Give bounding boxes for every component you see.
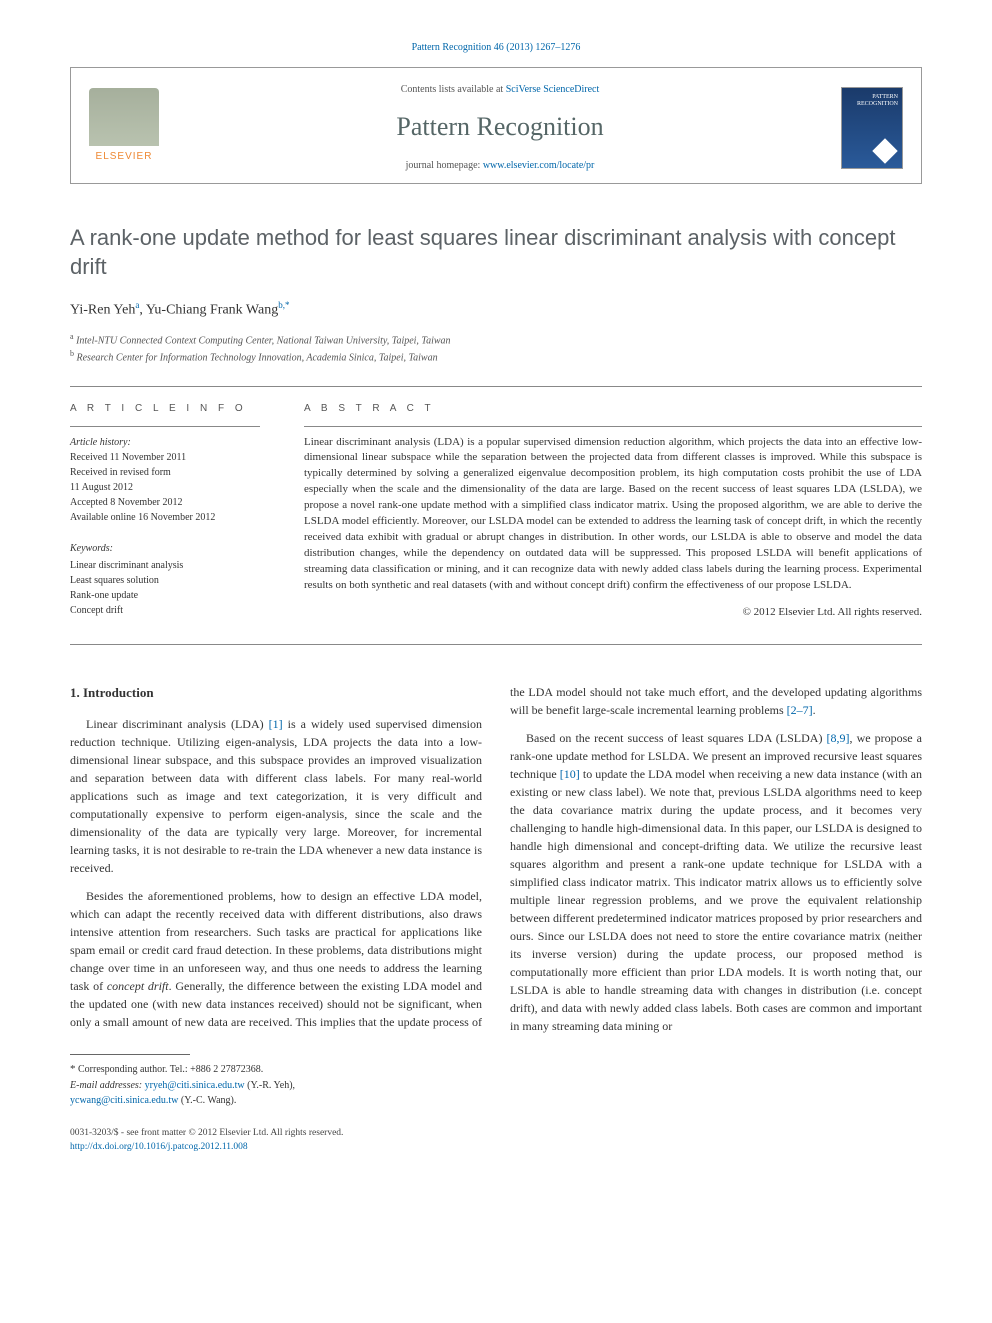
abstract-column: A B S T R A C T Linear discriminant anal… xyxy=(304,401,922,621)
elsevier-tree-icon xyxy=(89,88,159,146)
footnote-divider xyxy=(70,1054,190,1055)
body-paragraph-4: Based on the recent success of least squ… xyxy=(510,729,922,1035)
email-1-link[interactable]: yryeh@citi.sinica.edu.tw xyxy=(145,1080,245,1091)
received-date: Received 11 November 2011 xyxy=(70,450,260,465)
journal-center-block: Contents lists available at SciVerse Sci… xyxy=(159,82,841,173)
doi-link[interactable]: http://dx.doi.org/10.1016/j.patcog.2012.… xyxy=(70,1142,248,1152)
section-1-heading: 1. Introduction xyxy=(70,683,482,703)
online-date: Available online 16 November 2012 xyxy=(70,510,260,525)
affiliation-a: a Intel-NTU Connected Context Computing … xyxy=(70,331,922,348)
footnotes-block: * Corresponding author. Tel.: +886 2 278… xyxy=(70,1061,922,1108)
abstract-label: A B S T R A C T xyxy=(304,401,922,416)
doi-prefix: http://dx.doi.org/ xyxy=(70,1142,134,1152)
author-1-affil-link[interactable]: a xyxy=(135,300,139,310)
contents-prefix: Contents lists available at xyxy=(401,84,506,95)
homepage-link[interactable]: www.elsevier.com/locate/pr xyxy=(483,160,595,171)
accepted-date: Accepted 8 November 2012 xyxy=(70,495,260,510)
ref-2-7[interactable]: [2–7] xyxy=(787,703,813,717)
email-2-line: ycwang@citi.sinica.edu.tw (Y.-C. Wang). xyxy=(70,1093,922,1108)
body-columns: 1. Introduction Linear discriminant anal… xyxy=(70,683,922,1038)
article-history: Article history: Received 11 November 20… xyxy=(70,435,260,525)
divider-mid xyxy=(70,644,922,645)
article-info-column: A R T I C L E I N F O Article history: R… xyxy=(70,401,260,621)
divider-top xyxy=(70,386,922,387)
body-paragraph-1: Linear discriminant analysis (LDA) [1] i… xyxy=(70,715,482,877)
abstract-divider xyxy=(304,426,922,427)
homepage-line: journal homepage: www.elsevier.com/locat… xyxy=(159,158,841,173)
ref-10[interactable]: [10] xyxy=(560,767,580,781)
homepage-prefix: journal homepage: xyxy=(406,160,483,171)
email-2-link[interactable]: ycwang@citi.sinica.edu.tw xyxy=(70,1095,178,1106)
keyword-3: Rank-one update xyxy=(70,588,260,603)
page-footer: 0031-3203/$ - see front matter © 2012 El… xyxy=(70,1126,922,1155)
author-list: Yi-Ren Yeha, Yu-Chiang Frank Wangb,* xyxy=(70,299,922,321)
sciencedirect-link[interactable]: SciVerse ScienceDirect xyxy=(506,84,600,95)
email-2-who: (Y.-C. Wang). xyxy=(181,1095,237,1106)
author-1: Yi-Ren Yeh xyxy=(70,303,135,318)
author-2-affil-link[interactable]: b, xyxy=(278,300,285,310)
revised-date: 11 August 2012 xyxy=(70,480,260,495)
contents-available-line: Contents lists available at SciVerse Sci… xyxy=(159,82,841,97)
affiliation-block: a Intel-NTU Connected Context Computing … xyxy=(70,331,922,366)
author-2: Yu-Chiang Frank Wang xyxy=(146,303,278,318)
article-info-label: A R T I C L E I N F O xyxy=(70,401,260,416)
info-abstract-row: A R T I C L E I N F O Article history: R… xyxy=(70,401,922,621)
journal-title: Pattern Recognition xyxy=(159,107,841,146)
cover-diamond-icon xyxy=(872,138,897,163)
issn-line: 0031-3203/$ - see front matter © 2012 El… xyxy=(70,1126,343,1140)
publisher-logo: ELSEVIER xyxy=(89,88,159,168)
keyword-4: Concept drift xyxy=(70,603,260,618)
email-addresses-line: E-mail addresses: yryeh@citi.sinica.edu.… xyxy=(70,1078,922,1093)
abstract-text: Linear discriminant analysis (LDA) is a … xyxy=(304,435,922,594)
revised-label: Received in revised form xyxy=(70,465,260,480)
keyword-1: Linear discriminant analysis xyxy=(70,558,260,573)
email-label: E-mail addresses: xyxy=(70,1080,142,1091)
ref-1[interactable]: [1] xyxy=(269,717,283,731)
doi-value: 10.1016/j.patcog.2012.11.008 xyxy=(134,1142,247,1152)
publisher-name: ELSEVIER xyxy=(89,149,159,164)
concept-drift-term: concept drift xyxy=(107,979,169,993)
info-divider xyxy=(70,426,260,427)
keywords-list: Linear discriminant analysis Least squar… xyxy=(70,558,260,618)
affiliation-b: b Research Center for Information Techno… xyxy=(70,348,922,365)
corresponding-mark-link[interactable]: * xyxy=(285,300,290,310)
cover-title-text: PATTERNRECOGNITION xyxy=(857,94,898,108)
ref-8-9[interactable]: [8,9] xyxy=(827,731,850,745)
keyword-2: Least squares solution xyxy=(70,573,260,588)
keywords-label: Keywords: xyxy=(70,541,260,556)
journal-cover-thumb: PATTERNRECOGNITION xyxy=(841,87,903,169)
article-title: A rank-one update method for least squar… xyxy=(70,224,922,281)
issn-doi-block: 0031-3203/$ - see front matter © 2012 El… xyxy=(70,1126,343,1155)
journal-banner: ELSEVIER Contents lists available at Sci… xyxy=(70,67,922,184)
corresponding-author-text: Corresponding author. Tel.: +886 2 27872… xyxy=(78,1064,263,1075)
affiliation-b-text: Research Center for Information Technolo… xyxy=(77,353,438,364)
corresponding-author-note: * Corresponding author. Tel.: +886 2 278… xyxy=(70,1061,922,1078)
citation-header: Pattern Recognition 46 (2013) 1267–1276 xyxy=(70,40,922,55)
affiliation-a-text: Intel-NTU Connected Context Computing Ce… xyxy=(76,335,450,346)
email-1-who: (Y.-R. Yeh), xyxy=(247,1080,295,1091)
abstract-copyright: © 2012 Elsevier Ltd. All rights reserved… xyxy=(304,604,922,621)
doi-line: http://dx.doi.org/10.1016/j.patcog.2012.… xyxy=(70,1140,343,1154)
history-label: Article history: xyxy=(70,435,260,450)
